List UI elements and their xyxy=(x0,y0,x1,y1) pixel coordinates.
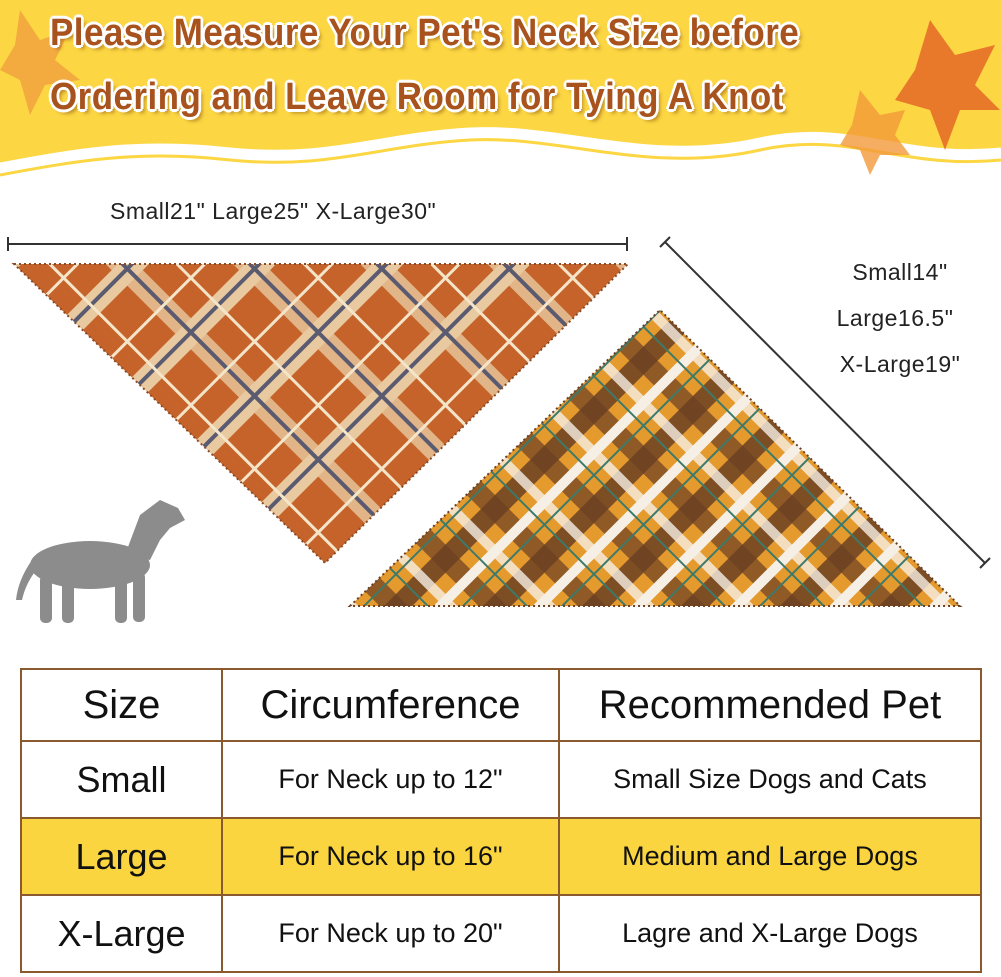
table-header-row: Size Circumference Recommended Pet xyxy=(20,668,982,742)
size-cell: Small xyxy=(20,740,223,819)
maple-leaf-icon xyxy=(0,10,80,115)
width-measure-line xyxy=(7,237,628,251)
header-banner: Please Measure Your Pet's Neck Size befo… xyxy=(0,0,1001,180)
size-cell: X-Large xyxy=(20,894,223,973)
side-label-xlarge: X-Large19" xyxy=(839,351,961,377)
header-size: Size xyxy=(20,668,223,742)
maple-leaf-icon xyxy=(840,90,910,175)
table-row: X-Large For Neck up to 20" Lagre and X-L… xyxy=(20,894,982,973)
banner-title-line-1: Please Measure Your Pet's Neck Size befo… xyxy=(50,12,800,54)
banner-background xyxy=(0,0,1001,177)
circumference-cell: For Neck up to 20" xyxy=(221,894,560,973)
pet-cell: Small Size Dogs and Cats xyxy=(558,740,982,819)
side-label-small: Small14" xyxy=(852,259,948,285)
circumference-cell: For Neck up to 12" xyxy=(221,740,560,819)
size-cell: Large xyxy=(20,817,223,896)
pet-cell: Lagre and X-Large Dogs xyxy=(558,894,982,973)
pet-cell: Medium and Large Dogs xyxy=(558,817,982,896)
header-circumference: Circumference xyxy=(221,668,560,742)
side-measure-line xyxy=(659,236,991,569)
size-chart-table: Size Circumference Recommended Pet Small… xyxy=(20,668,982,973)
circumference-cell: For Neck up to 16" xyxy=(221,817,560,896)
table-row: Small For Neck up to 12" Small Size Dogs… xyxy=(20,740,982,819)
maple-leaf-icon xyxy=(895,20,1000,150)
banner-title-line-2: Ordering and Leave Room for Tying A Knot xyxy=(50,76,784,118)
bandana-brown-plaid xyxy=(347,308,963,607)
width-label: Small21" Large25" X-Large30" xyxy=(110,198,437,224)
side-label-large: Large16.5" xyxy=(836,305,954,331)
product-illustration xyxy=(7,236,991,623)
dog-silhouette-icon xyxy=(16,500,185,623)
header-recommended-pet: Recommended Pet xyxy=(558,668,982,742)
bandana-orange-plaid xyxy=(11,263,631,565)
table-row: Large For Neck up to 16" Medium and Larg… xyxy=(20,817,982,896)
